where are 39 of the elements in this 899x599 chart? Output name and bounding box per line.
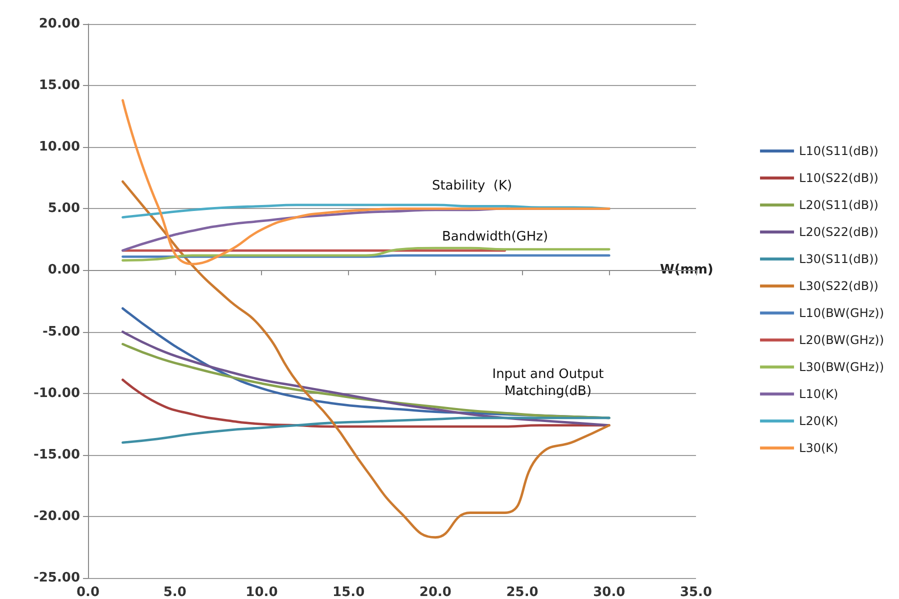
legend-label: L30(BW(GHz)) [799, 360, 884, 374]
legend-label: L30(S11(dB)) [799, 252, 878, 266]
x-tick-label: 30.0 [593, 585, 626, 599]
line-series [122, 99, 610, 266]
legend-label: L30(S22(dB)) [799, 279, 878, 293]
y-tick-label: 5.00 [48, 201, 80, 216]
line-series [122, 180, 610, 539]
annotation: Stability (K) [432, 178, 512, 194]
line-series [122, 246, 610, 262]
line-series [122, 342, 610, 420]
x-tick-label: 20.0 [419, 585, 452, 599]
line-series [122, 416, 610, 444]
x-tick-label: 25.0 [506, 585, 538, 599]
legend-label: L20(S11(dB)) [799, 198, 878, 212]
legend-label: L20(K) [799, 414, 838, 428]
legend-label: L30(K) [799, 441, 838, 455]
y-tick-label: 0.00 [48, 262, 80, 278]
legend-label: L10(S22(dB)) [799, 171, 878, 185]
x-tick-label: 15.0 [332, 585, 365, 599]
y-tick-label: -25.00 [33, 570, 80, 586]
x-tick-label: 0.0 [76, 585, 100, 599]
legend-label: L10(K) [799, 387, 838, 401]
x-tick-label: 10.0 [246, 585, 278, 599]
annotation: Input and Output Matching(dB) [492, 367, 604, 399]
legend-label: L10(S11(dB)) [799, 144, 878, 158]
legend-label: L10(BW(GHz)) [799, 306, 884, 320]
legend-label: L20(BW(GHz)) [799, 333, 884, 347]
y-tick-label: 10.00 [38, 140, 80, 155]
legend-label: L20(S22(dB)) [799, 225, 878, 239]
y-tick-label: -20.00 [33, 508, 80, 524]
y-tick-label: -5.00 [42, 324, 80, 340]
y-tick-label: 20.00 [38, 16, 80, 32]
annotation: Bandwidth(GHz) [442, 230, 548, 244]
y-tick-label: 15.00 [38, 78, 80, 94]
y-tick-label: -15.00 [33, 447, 80, 462]
x-tick-label: 35.0 [680, 585, 712, 599]
line-series [122, 330, 610, 427]
y-tick-label: -10.00 [33, 386, 80, 401]
x-tick-label: 5.0 [163, 585, 186, 599]
